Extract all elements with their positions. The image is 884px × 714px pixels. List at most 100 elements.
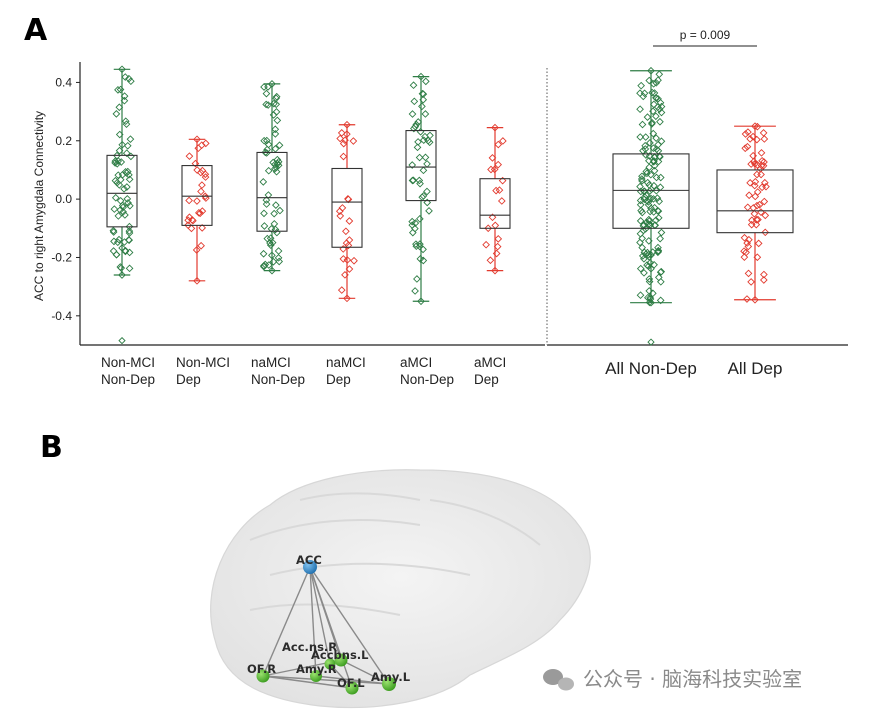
data-point-combined-1 (655, 105, 664, 114)
data-point-combined-1 (646, 170, 655, 179)
data-point-group-1 (120, 185, 128, 193)
data-point-combined-1 (655, 197, 663, 206)
node-label-accbns-l: Accbns.L (311, 648, 369, 662)
data-point-group-1 (109, 247, 118, 255)
data-point-combined-1 (654, 247, 663, 256)
data-point-combined-1 (656, 173, 665, 182)
data-point-group-2 (197, 187, 205, 196)
data-point-group-5 (426, 131, 434, 140)
data-point-group-3 (273, 228, 281, 237)
data-point-combined-2 (758, 183, 766, 192)
box-group-2-box (181, 165, 213, 226)
data-point-combined-2 (743, 295, 751, 303)
watermark: 公众号 · 脑海科技实验室 (543, 667, 802, 691)
data-point-group-6 (491, 266, 499, 275)
plot-axes: -0.4 -0.2 0.0 0.2 0.4 (51, 62, 848, 346)
data-point-combined-1 (636, 217, 645, 225)
box-plots (106, 68, 794, 304)
data-point-group-5 (425, 138, 434, 147)
category-label-combined-2: All Dep (728, 359, 783, 378)
category-labels: Non-MCI Non-Dep Non-MCI Dep naMCI Non-Dep naMC… (101, 355, 782, 387)
category-label-combined-1: All Non-Dep (605, 359, 697, 378)
category-label-group-1: Non-MCI (101, 355, 155, 370)
data-point-combined-2 (743, 239, 751, 247)
category-label-group-5: aMCI (400, 355, 432, 370)
data-point-combined-2 (747, 278, 755, 286)
category-label-group-1: Non-Dep (101, 372, 155, 387)
data-point-group-5 (417, 297, 425, 306)
data-point-combined-1 (640, 89, 649, 98)
data-point-combined-2 (760, 135, 769, 143)
data-point-group-1 (114, 86, 122, 94)
data-point-combined-1 (656, 277, 665, 286)
data-point-combined-1 (647, 120, 656, 128)
panel-a-label: A (24, 13, 48, 48)
data-point-group-1 (118, 271, 126, 279)
data-point-combined-1 (646, 139, 654, 147)
panel-b-label: B (40, 430, 63, 465)
data-point-group-3 (262, 200, 271, 208)
data-point-group-5 (410, 97, 419, 106)
data-point-combined-1 (638, 120, 647, 129)
data-point-combined-2 (759, 161, 768, 170)
data-point-group-4 (337, 129, 346, 137)
data-point-group-4 (336, 134, 345, 143)
data-point-group-5 (408, 110, 417, 118)
data-point-group-3 (260, 261, 268, 270)
data-point-group-5 (425, 207, 433, 215)
data-point-group-3 (264, 101, 272, 109)
data-point-group-1 (125, 229, 134, 237)
data-point-group-5 (414, 138, 422, 146)
data-point-group-3 (260, 209, 268, 218)
data-point-group-1 (122, 120, 131, 129)
data-point-group-3 (264, 83, 272, 91)
data-point-group-1 (125, 236, 134, 244)
data-point-group-1 (125, 227, 134, 235)
data-point-combined-2 (748, 216, 756, 225)
data-point-group-1 (110, 205, 119, 213)
node-label-acc: ACC (296, 553, 322, 567)
data-point-combined-1 (650, 161, 659, 170)
data-point-combined-2 (744, 128, 752, 136)
data-point-group-3 (268, 266, 276, 275)
data-point-combined-1 (654, 76, 662, 85)
data-point-combined-1 (652, 94, 661, 103)
data-point-group-5 (423, 187, 431, 196)
data-point-group-6 (482, 240, 490, 249)
data-point-group-1 (125, 264, 134, 273)
data-point-group-5 (413, 275, 421, 283)
data-point-combined-2 (757, 148, 766, 157)
data-point-combined-1 (653, 206, 662, 215)
data-point-group-1 (123, 167, 132, 176)
data-point-combined-1 (636, 89, 644, 98)
data-point-group-5 (421, 132, 429, 141)
data-point-combined-1 (645, 152, 654, 160)
data-point-group-1 (118, 201, 127, 210)
brain-network: ACC Acc.ns.R Accbns.L OF.R Amy.R OF.L Am… (210, 469, 591, 709)
data-point-combined-2 (757, 161, 766, 170)
data-point-group-2 (187, 224, 196, 233)
data-point-group-2 (198, 207, 207, 215)
data-point-group-4 (339, 255, 348, 263)
data-point-combined-2 (752, 215, 761, 224)
data-point-combined-1 (638, 243, 647, 252)
data-point-group-1 (115, 181, 124, 189)
data-point-combined-2 (754, 239, 763, 248)
data-point-combined-1 (650, 89, 659, 97)
data-point-group-1 (113, 238, 122, 247)
data-point-group-1 (114, 212, 123, 220)
data-point-combined-1 (645, 298, 654, 307)
data-point-combined-2 (751, 177, 760, 186)
data-point-combined-1 (648, 88, 657, 97)
data-point-combined-1 (636, 291, 645, 300)
brain-sulci (249, 492, 541, 616)
data-point-group-3 (273, 116, 282, 125)
data-point-group-3 (275, 141, 284, 150)
data-point-group-5 (408, 217, 417, 226)
data-point-combined-1 (640, 269, 648, 277)
data-point-group-4 (339, 152, 348, 161)
data-point-combined-1 (654, 213, 663, 222)
data-point-group-1 (112, 110, 121, 118)
wechat-icon (543, 669, 574, 691)
data-point-group-1 (124, 199, 132, 207)
